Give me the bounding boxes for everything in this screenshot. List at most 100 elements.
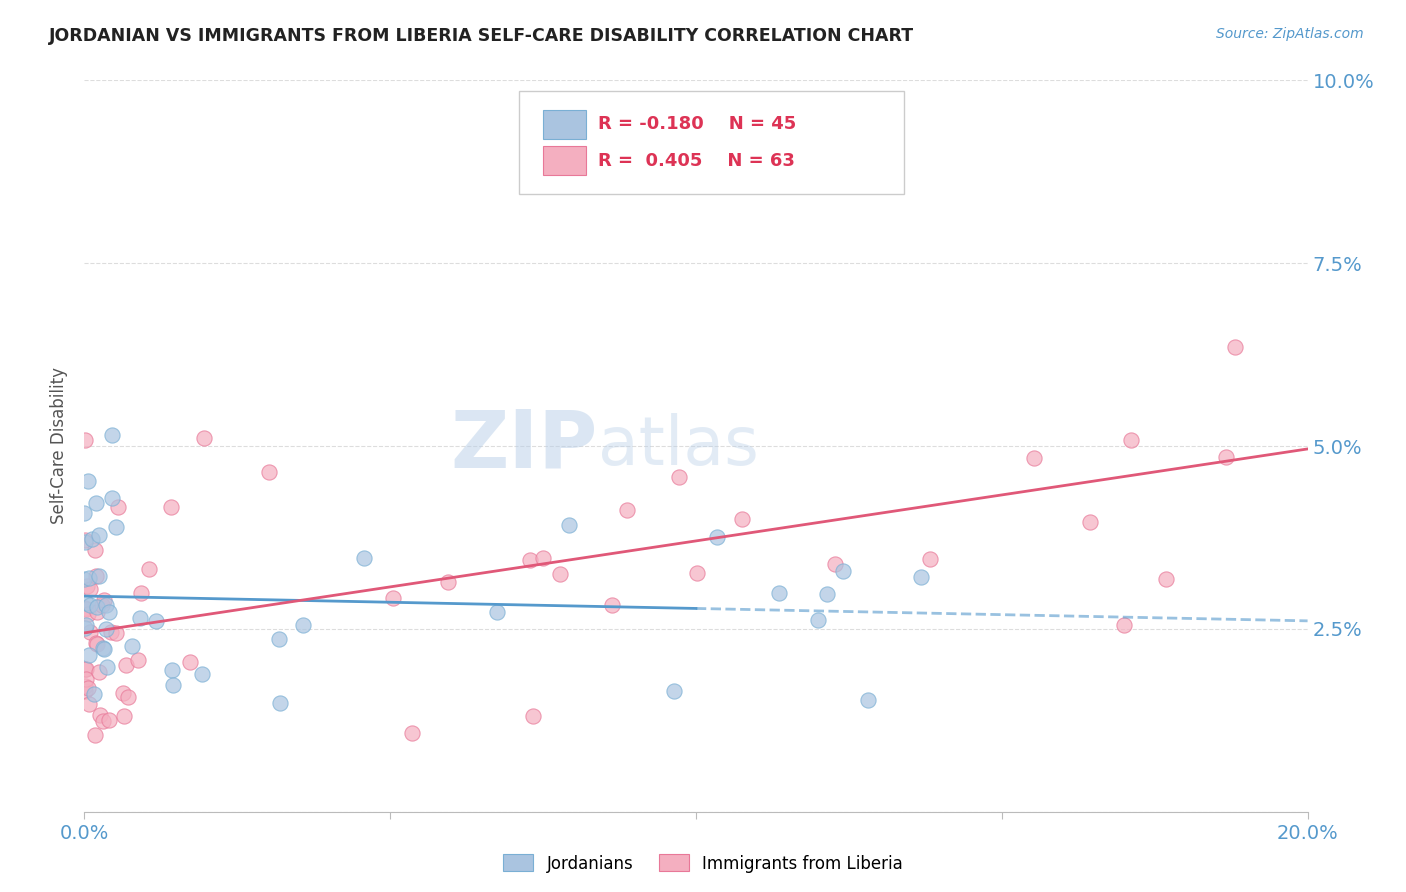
Point [112, 686, 135, 700]
Point [107, 500, 129, 514]
Point [269, 696, 291, 710]
Text: R =  0.405    N = 63: R = 0.405 N = 63 [598, 152, 794, 169]
Point [75, 618, 97, 632]
Point [381, 591, 404, 605]
Point [84, 728, 107, 742]
Point [98, 605, 121, 619]
Point [86, 605, 108, 619]
Point [522, 709, 544, 723]
Point [91, 640, 114, 655]
Point [75, 596, 97, 610]
Point [257, 465, 280, 479]
Point [105, 626, 128, 640]
Text: R = -0.180    N = 45: R = -0.180 N = 45 [598, 115, 796, 133]
Point [768, 586, 790, 600]
Point [616, 502, 638, 516]
Point [98, 713, 121, 727]
Point [117, 690, 139, 704]
Point [73, 534, 96, 549]
Point [73, 662, 96, 676]
Point [519, 553, 541, 567]
Point [91, 714, 114, 728]
Point [75, 621, 97, 635]
Point [269, 632, 291, 646]
Point [77, 681, 100, 695]
Point [1078, 515, 1101, 529]
Point [75, 601, 97, 615]
Point [73, 533, 96, 548]
Point [73, 684, 96, 698]
Point [731, 512, 754, 526]
Point [83, 687, 105, 701]
Point [86, 637, 108, 651]
Point [668, 470, 690, 484]
Point [686, 566, 709, 580]
Point [910, 570, 932, 584]
Point [73, 679, 96, 693]
Point [558, 518, 581, 533]
Point [84, 569, 107, 583]
Point [824, 558, 846, 572]
Point [162, 678, 184, 692]
Point [75, 672, 97, 686]
Point [531, 551, 554, 566]
Point [179, 655, 201, 669]
Point [1022, 451, 1045, 466]
Point [129, 586, 152, 600]
Point [706, 530, 728, 544]
Text: ZIP: ZIP [451, 407, 598, 485]
Point [79, 698, 101, 712]
Point [191, 666, 214, 681]
Point [84, 543, 107, 558]
Point [138, 562, 160, 576]
Text: atlas: atlas [598, 413, 759, 479]
Bar [543, 146, 586, 176]
Point [101, 491, 124, 506]
Point [162, 664, 184, 678]
Point [84, 496, 107, 510]
Text: Source: ZipAtlas.com: Source: ZipAtlas.com [1216, 27, 1364, 41]
Point [94, 622, 117, 636]
Point [1119, 433, 1142, 447]
Point [73, 506, 96, 520]
Point [87, 568, 110, 582]
FancyBboxPatch shape [519, 91, 904, 194]
Point [1156, 572, 1178, 586]
Point [79, 598, 101, 612]
Point [87, 665, 110, 679]
Point [114, 658, 136, 673]
Point [77, 571, 100, 585]
Point [353, 550, 375, 565]
Bar [543, 110, 586, 139]
Point [89, 708, 111, 723]
Point [548, 566, 571, 581]
Y-axis label: Self-Care Disability: Self-Care Disability [51, 368, 69, 524]
Point [401, 725, 423, 739]
Point [73, 573, 96, 587]
Point [160, 500, 183, 515]
Point [76, 579, 98, 593]
Point [437, 575, 460, 590]
Point [93, 642, 115, 657]
Point [193, 431, 215, 445]
Point [79, 624, 101, 639]
Point [91, 598, 114, 612]
Point [79, 648, 101, 662]
Point [76, 607, 98, 621]
Point [100, 624, 122, 639]
Point [94, 598, 117, 612]
Point [485, 605, 508, 619]
Legend: Jordanians, Immigrants from Liberia: Jordanians, Immigrants from Liberia [496, 847, 910, 880]
Point [76, 474, 98, 488]
Point [600, 598, 623, 612]
Point [89, 528, 111, 542]
Point [93, 593, 115, 607]
Point [82, 532, 104, 546]
Point [75, 662, 97, 676]
Point [1114, 618, 1136, 632]
Point [918, 552, 941, 566]
Point [291, 617, 314, 632]
Point [121, 639, 143, 653]
Text: JORDANIAN VS IMMIGRANTS FROM LIBERIA SELF-CARE DISABILITY CORRELATION CHART: JORDANIAN VS IMMIGRANTS FROM LIBERIA SEL… [49, 27, 914, 45]
Point [128, 611, 150, 625]
